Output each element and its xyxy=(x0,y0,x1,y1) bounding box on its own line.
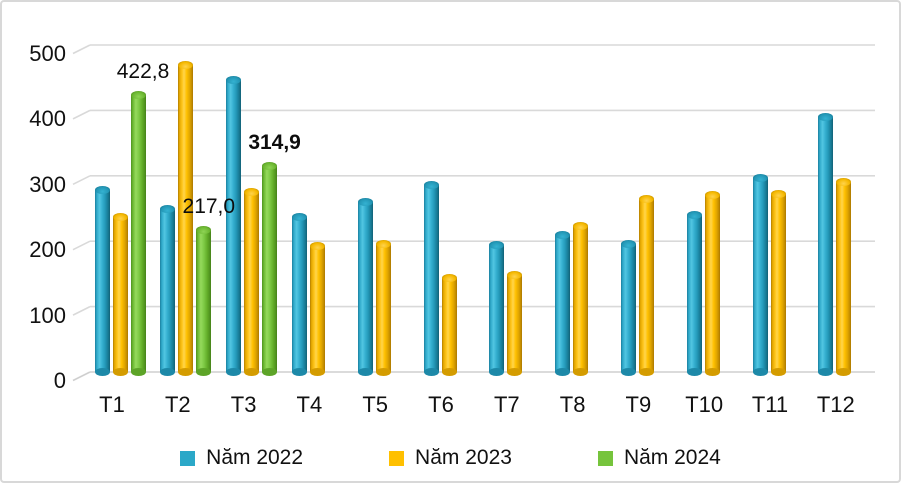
bar-n-m-2022-t6 xyxy=(423,180,439,377)
legend-swatch-icon xyxy=(389,450,405,466)
x-axis-category-label: T3 xyxy=(230,392,257,417)
y-axis-tick-label: 400 xyxy=(29,106,66,132)
bar-n-m-2023-t7 xyxy=(507,270,523,377)
bar-n-m-2023-t5 xyxy=(375,239,391,377)
data-label-t1: 422,8 xyxy=(116,60,170,84)
bar-n-m-2023-t4 xyxy=(309,241,325,377)
y-axis-tick-label: 300 xyxy=(29,171,66,197)
bar-n-m-2023-t10 xyxy=(704,190,720,377)
data-label-t2: 217,0 xyxy=(182,195,236,219)
x-axis-category-label: T5 xyxy=(362,392,389,417)
bar-n-m-2022-t2 xyxy=(160,205,176,376)
bar-n-m-2023-t2 xyxy=(178,60,194,377)
bar-n-m-2023-t1 xyxy=(112,213,128,376)
x-axis-category-label: T8 xyxy=(559,392,586,417)
x-axis-category-label: T6 xyxy=(428,392,454,417)
bar-n-m-2022-t12 xyxy=(818,112,834,377)
bar-n-m-2024-t1 xyxy=(130,91,146,376)
bar-n-m-2023-t3 xyxy=(244,188,260,376)
y-axis-tick-label: 200 xyxy=(29,237,66,263)
legend-swatch-icon xyxy=(597,450,613,466)
x-axis-category-label: T9 xyxy=(625,392,652,417)
x-axis-category-label: T2 xyxy=(164,392,191,417)
bar-n-m-2023-t11 xyxy=(770,190,786,376)
legend-label: Năm 2022 xyxy=(206,446,304,469)
legend-label: Năm 2024 xyxy=(623,446,721,469)
data-label-t3: 314,9 xyxy=(248,131,301,155)
x-axis-category-label: T4 xyxy=(296,392,323,417)
y-axis-tick-label: 100 xyxy=(29,302,66,328)
bar-n-m-2023-t6 xyxy=(441,274,457,376)
legend: Năm 2022 Năm 2023 Năm 2024 xyxy=(2,438,899,478)
bar-n-m-2022-t4 xyxy=(291,213,307,376)
bar-n-m-2022-t1 xyxy=(94,186,110,376)
legend-label: Năm 2023 xyxy=(415,446,512,469)
bar-n-m-2023-t8 xyxy=(573,222,589,376)
bar-n-m-2022-t11 xyxy=(752,174,768,376)
legend-item-n-m-2023: Năm 2023 xyxy=(389,447,512,469)
x-axis-category-label: T11 xyxy=(751,392,789,417)
x-axis-category-label: T10 xyxy=(685,392,724,417)
x-axis-category-label: T1 xyxy=(99,392,125,417)
x-axis-category-label: T7 xyxy=(493,392,520,417)
bar-n-m-2022-t3 xyxy=(226,75,242,377)
bar-n-m-2024-t3 xyxy=(262,162,278,376)
legend-item-n-m-2024: Năm 2024 xyxy=(597,446,721,469)
y-axis-tick-label: 500 xyxy=(29,41,66,66)
legend-item-n-m-2022: Năm 2022 xyxy=(180,447,303,469)
bar-n-m-2022-t8 xyxy=(555,230,571,377)
bar-n-m-2022-t10 xyxy=(686,211,702,376)
bar-n-m-2022-t9 xyxy=(620,240,636,376)
y-axis-tick-label: 0 xyxy=(53,368,66,393)
x-axis-category-label: T12 xyxy=(816,392,855,417)
bar-n-m-2023-t9 xyxy=(638,195,654,376)
bar-n-m-2022-t5 xyxy=(357,197,373,377)
bar-n-m-2022-t7 xyxy=(489,241,505,376)
legend-swatch-icon xyxy=(180,450,196,466)
bar-n-m-2023-t12 xyxy=(836,178,852,376)
bar-n-m-2024-t2 xyxy=(196,226,212,376)
